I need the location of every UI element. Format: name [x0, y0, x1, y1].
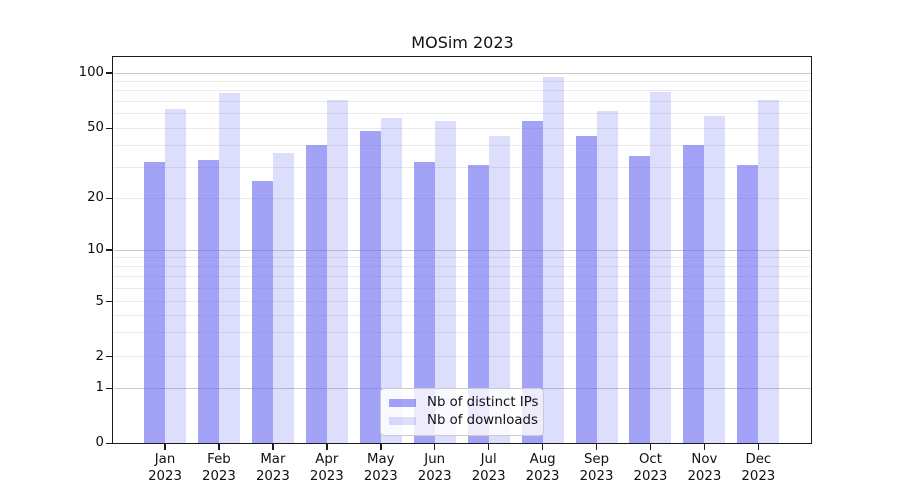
y-tick-label-50: 50	[87, 120, 104, 136]
bar-ips-may	[359, 131, 381, 444]
gridline-minor-20	[114, 197, 811, 199]
x-tick-jan	[164, 444, 166, 450]
gridline-minor-60	[114, 113, 811, 115]
bar-downloads-aug	[542, 77, 564, 444]
gridline-minor-5	[114, 301, 811, 303]
x-tick-label-dec: Dec 2023	[741, 452, 776, 484]
x-tick-label-jan: Jan 2023	[148, 452, 182, 484]
gridline-minor-7	[114, 276, 811, 278]
y-tick-10	[106, 249, 113, 251]
y-tick-label-1: 1	[95, 380, 104, 396]
y-tick-label-100: 100	[78, 65, 104, 80]
x-tick-mar	[272, 444, 274, 450]
bar-downloads-sep	[596, 111, 618, 444]
x-tick-label-sep: Sep 2023	[579, 452, 614, 484]
x-tick-label-jul: Jul 2023	[471, 452, 506, 484]
bar-ips-nov	[683, 145, 705, 444]
bar-downloads-feb	[218, 92, 240, 444]
legend-label-downloads: Nb of downloads	[427, 413, 538, 428]
legend-swatch-downloads	[389, 416, 416, 426]
legend: Nb of distinct IPs Nb of downloads	[380, 388, 544, 436]
gridline-minor-70	[114, 100, 811, 102]
x-tick-label-apr: Apr 2023	[309, 452, 344, 484]
gridline-minor-80	[114, 90, 811, 92]
bar-downloads-jan	[165, 108, 186, 444]
y-tick-label-0: 0	[95, 435, 104, 451]
bar-downloads-mar	[272, 153, 294, 444]
gridline-minor-8	[114, 266, 811, 268]
gridline-minor-4	[114, 314, 811, 316]
y-tick-1	[106, 387, 113, 390]
gridline-major-10	[114, 249, 811, 251]
x-tick-sep	[595, 444, 598, 450]
y-tick-5	[106, 300, 113, 303]
bar-ips-sep	[575, 136, 597, 444]
bar-downloads-dec	[758, 100, 780, 444]
gridline-minor-3	[114, 331, 811, 333]
gridline-minor-40	[114, 144, 811, 146]
y-tick-label-5: 5	[95, 293, 104, 309]
legend-label-distinct-ips: Nb of distinct IPs	[427, 395, 539, 410]
bar-ips-jun	[413, 162, 435, 444]
x-tick-label-jun: Jun 2023	[417, 452, 452, 484]
bar-downloads-jun	[434, 120, 456, 444]
x-tick-label-feb: Feb 2023	[202, 452, 236, 484]
legend-item-downloads: Nb of downloads	[389, 413, 538, 428]
y-tick-label-10: 10	[87, 242, 104, 257]
bar-ips-oct	[629, 155, 651, 444]
bar-downloads-may	[380, 117, 402, 444]
x-tick-jun	[433, 444, 436, 450]
y-tick-100	[106, 72, 113, 74]
x-tick-label-oct: Oct 2023	[633, 452, 668, 484]
gridline-minor-2	[114, 356, 811, 358]
x-tick-label-nov: Nov 2023	[687, 452, 722, 484]
x-tick-jul	[487, 444, 490, 450]
x-tick-label-mar: Mar 2023	[255, 452, 290, 484]
bar-ips-jul	[467, 164, 489, 444]
gridline-minor-90	[114, 80, 811, 82]
legend-swatch-distinct-ips	[389, 398, 416, 408]
bar-ips-apr	[305, 145, 327, 444]
gridline-minor-6	[114, 287, 811, 289]
x-tick-label-may: May 2023	[363, 452, 398, 484]
y-tick-0	[106, 442, 113, 445]
bar-ips-jan	[144, 162, 165, 444]
y-tick-label-2: 2	[95, 348, 104, 364]
bar-downloads-nov	[704, 116, 726, 444]
x-tick-dec	[757, 444, 760, 450]
x-tick-label-aug: Aug 2023	[525, 452, 560, 484]
bar-downloads-apr	[326, 100, 348, 444]
x-tick-feb	[218, 444, 220, 450]
bar-ips-feb	[197, 160, 219, 444]
x-tick-apr	[326, 444, 328, 450]
gridline-minor-9	[114, 257, 811, 259]
x-tick-aug	[541, 444, 544, 450]
y-tick-label-20: 20	[87, 190, 104, 206]
bar-ips-aug	[521, 120, 543, 444]
bar-downloads-oct	[650, 91, 672, 444]
bar-downloads-jul	[488, 136, 510, 444]
gridline-minor-30	[114, 166, 811, 168]
x-tick-oct	[649, 444, 652, 450]
bar-ips-mar	[251, 181, 273, 444]
chart-title: MOSim 2023	[411, 33, 514, 52]
x-tick-may	[379, 444, 382, 450]
gridline-major-100	[114, 72, 811, 74]
y-tick-50	[106, 127, 113, 130]
y-tick-2	[106, 355, 113, 358]
x-tick-nov	[703, 444, 706, 450]
y-tick-20	[106, 197, 113, 200]
legend-item-distinct-ips: Nb of distinct IPs	[389, 395, 539, 410]
bar-ips-dec	[737, 164, 759, 444]
gridline-minor-50	[114, 127, 811, 129]
